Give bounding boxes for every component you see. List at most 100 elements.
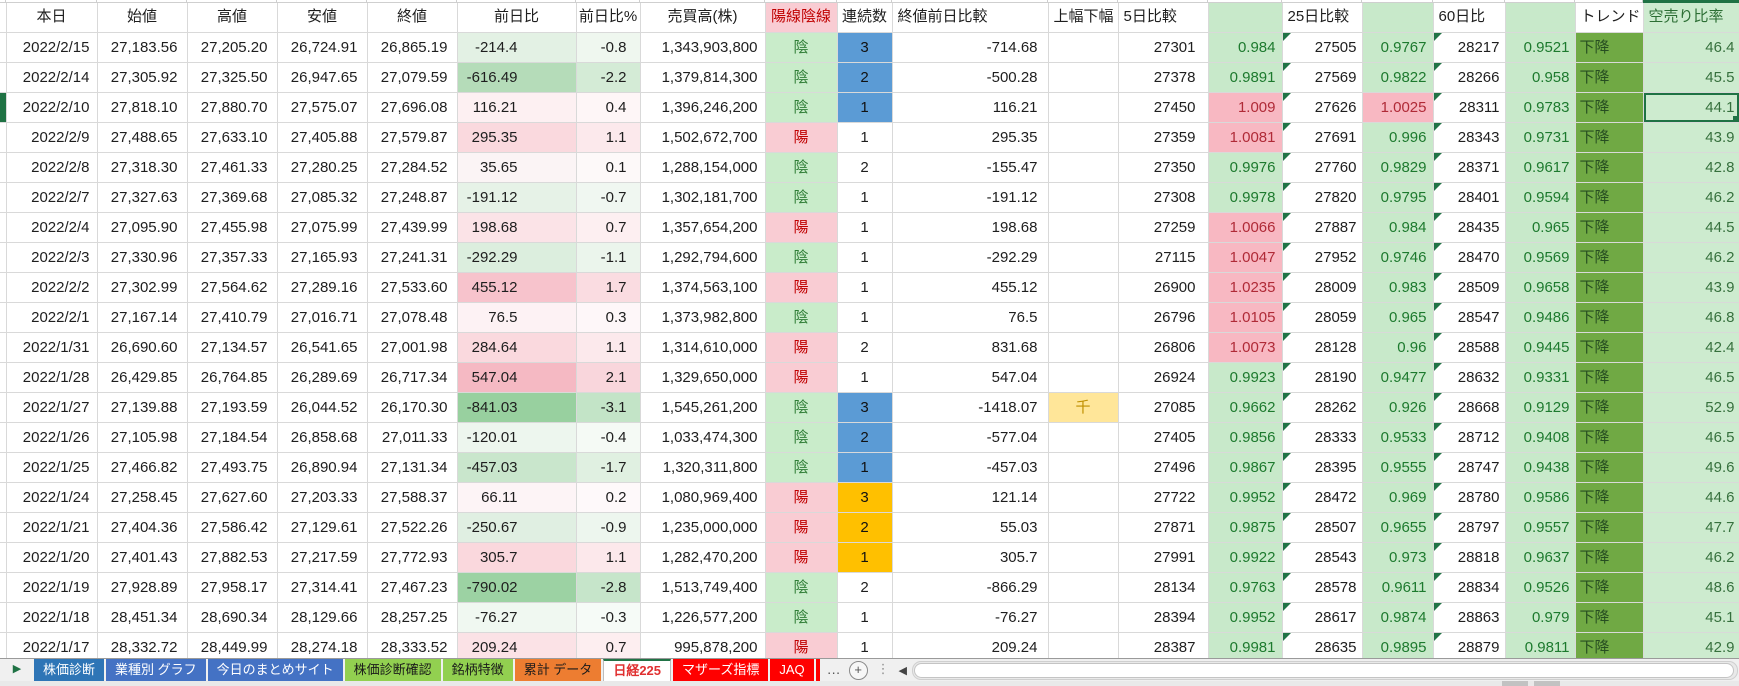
cell-r60[interactable]: 0.9783 [1505, 92, 1576, 123]
cell-trend[interactable]: 下降 [1575, 422, 1644, 453]
header-cell-streak[interactable]: 連続数 [837, 3, 893, 33]
horizontal-scrollbar[interactable]: ◀ [894, 659, 1739, 681]
cell-close[interactable]: 28,333.52 [367, 632, 458, 658]
cell-date[interactable]: 2022/1/18 [6, 602, 98, 633]
cell-candle[interactable]: 陽 [765, 122, 838, 153]
cell-pct[interactable]: 0.3 [576, 302, 641, 333]
cell-trend[interactable]: 下降 [1575, 92, 1644, 123]
cell-close[interactable]: 27,241.31 [367, 242, 458, 273]
cell-r5[interactable]: 1.0047 [1208, 242, 1283, 273]
cell-d5[interactable]: 27350 [1118, 152, 1209, 183]
cell-short[interactable]: 44.5 [1643, 212, 1739, 243]
cell-note[interactable]: 千 [1048, 392, 1119, 423]
cell-high[interactable]: 27,880.70 [187, 92, 278, 123]
cell-r25[interactable]: 0.9746 [1362, 242, 1434, 273]
cell-pct[interactable]: 0.7 [576, 212, 641, 243]
cell-close[interactable]: 27,522.26 [367, 512, 458, 543]
cell-cmp[interactable]: 455.12 [892, 272, 1049, 303]
cell-date[interactable]: 2022/1/19 [6, 572, 98, 603]
cell-vol[interactable]: 1,080,969,400 [640, 482, 766, 513]
sheet-tab-マザーズ指標[interactable]: マザーズ指標 [673, 659, 769, 681]
cell-d60[interactable]: 28834 [1433, 572, 1506, 603]
cell-candle[interactable]: 陽 [765, 362, 838, 393]
cell-d25[interactable]: 27626 [1282, 92, 1363, 123]
row-header-sliver[interactable] [0, 572, 7, 603]
cell-d5[interactable]: 27115 [1118, 242, 1209, 273]
cell-short[interactable]: 46.5 [1643, 422, 1739, 453]
cell-vol[interactable]: 1,292,794,600 [640, 242, 766, 273]
cell-vol[interactable]: 1,235,000,000 [640, 512, 766, 543]
row-header-sliver[interactable] [0, 452, 7, 483]
cell-d25[interactable]: 27569 [1282, 62, 1363, 93]
cell-high[interactable]: 26,764.85 [187, 362, 278, 393]
cell-candle[interactable]: 陰 [765, 602, 838, 633]
cell-pct[interactable]: 0.1 [576, 152, 641, 183]
cell-date[interactable]: 2022/2/7 [6, 182, 98, 213]
cell-close[interactable]: 27,696.08 [367, 92, 458, 123]
cell-r25[interactable]: 0.973 [1362, 542, 1434, 573]
cell-close[interactable]: 26,717.34 [367, 362, 458, 393]
cell-low[interactable]: 26,858.68 [277, 422, 368, 453]
cell-streak[interactable]: 1 [837, 602, 893, 633]
cell-high[interactable]: 27,564.62 [187, 272, 278, 303]
cell-streak[interactable]: 1 [837, 212, 893, 243]
cell-open[interactable]: 27,095.90 [97, 212, 188, 243]
cell-cmp[interactable]: -714.68 [892, 32, 1049, 63]
cell-vol[interactable]: 1,396,246,200 [640, 92, 766, 123]
cell-date[interactable]: 2022/1/28 [6, 362, 98, 393]
cell-low[interactable]: 26,890.94 [277, 452, 368, 483]
row-header-sliver[interactable] [0, 602, 7, 633]
cell-short[interactable]: 52.9 [1643, 392, 1739, 423]
cell-pct[interactable]: 1.7 [576, 272, 641, 303]
cell-cmp[interactable]: -866.29 [892, 572, 1049, 603]
cell-streak[interactable]: 1 [837, 122, 893, 153]
row-header-sliver[interactable] [0, 482, 7, 513]
cell-d5[interactable]: 26806 [1118, 332, 1209, 363]
cell-vol[interactable]: 1,545,261,200 [640, 392, 766, 423]
cell-r25[interactable]: 0.9533 [1362, 422, 1434, 453]
cell-candle[interactable]: 陽 [765, 482, 838, 513]
row-header-sliver[interactable] [0, 152, 7, 183]
cell-vol[interactable]: 1,502,672,700 [640, 122, 766, 153]
cell-r25[interactable]: 0.9822 [1362, 62, 1434, 93]
cell-chg[interactable]: -292.29 [457, 242, 577, 273]
cell-short[interactable]: 47.7 [1643, 512, 1739, 543]
cell-note[interactable] [1048, 92, 1119, 123]
cell-r25[interactable]: 1.0025 [1362, 92, 1434, 123]
cell-r60[interactable]: 0.9731 [1505, 122, 1576, 153]
cell-d60[interactable]: 28401 [1433, 182, 1506, 213]
cell-r60[interactable]: 0.9486 [1505, 302, 1576, 333]
cell-open[interactable]: 26,690.60 [97, 332, 188, 363]
cell-candle[interactable]: 陽 [765, 332, 838, 363]
cell-cmp[interactable]: -500.28 [892, 62, 1049, 93]
cell-vol[interactable]: 995,878,200 [640, 632, 766, 658]
cell-date[interactable]: 2022/1/31 [6, 332, 98, 363]
cell-vol[interactable]: 1,033,474,300 [640, 422, 766, 453]
cell-trend[interactable]: 下降 [1575, 482, 1644, 513]
header-cell-r60[interactable] [1505, 3, 1576, 33]
cell-low[interactable]: 27,289.16 [277, 272, 368, 303]
cell-low[interactable]: 28,274.18 [277, 632, 368, 658]
cell-d60[interactable]: 28818 [1433, 542, 1506, 573]
row-header-sliver[interactable] [0, 122, 7, 153]
cell-date[interactable]: 2022/1/26 [6, 422, 98, 453]
cell-chg[interactable]: -191.12 [457, 182, 577, 213]
cell-streak[interactable]: 2 [837, 422, 893, 453]
row-header-sliver[interactable] [0, 422, 7, 453]
cell-streak[interactable]: 1 [837, 362, 893, 393]
cell-close[interactable]: 27,439.99 [367, 212, 458, 243]
cell-pct[interactable]: -1.1 [576, 242, 641, 273]
cell-streak[interactable]: 1 [837, 92, 893, 123]
cell-d25[interactable]: 28333 [1282, 422, 1363, 453]
cell-trend[interactable]: 下降 [1575, 122, 1644, 153]
cell-cmp[interactable]: 55.03 [892, 512, 1049, 543]
cell-r5[interactable]: 0.9978 [1208, 182, 1283, 213]
cell-trend[interactable]: 下降 [1575, 392, 1644, 423]
cell-high[interactable]: 27,882.53 [187, 542, 278, 573]
cell-open[interactable]: 27,105.98 [97, 422, 188, 453]
cell-low[interactable]: 27,165.93 [277, 242, 368, 273]
cell-pct[interactable]: -3.1 [576, 392, 641, 423]
cell-close[interactable]: 27,248.87 [367, 182, 458, 213]
cell-chg[interactable]: -841.03 [457, 392, 577, 423]
cell-chg[interactable]: 35.65 [457, 152, 577, 183]
